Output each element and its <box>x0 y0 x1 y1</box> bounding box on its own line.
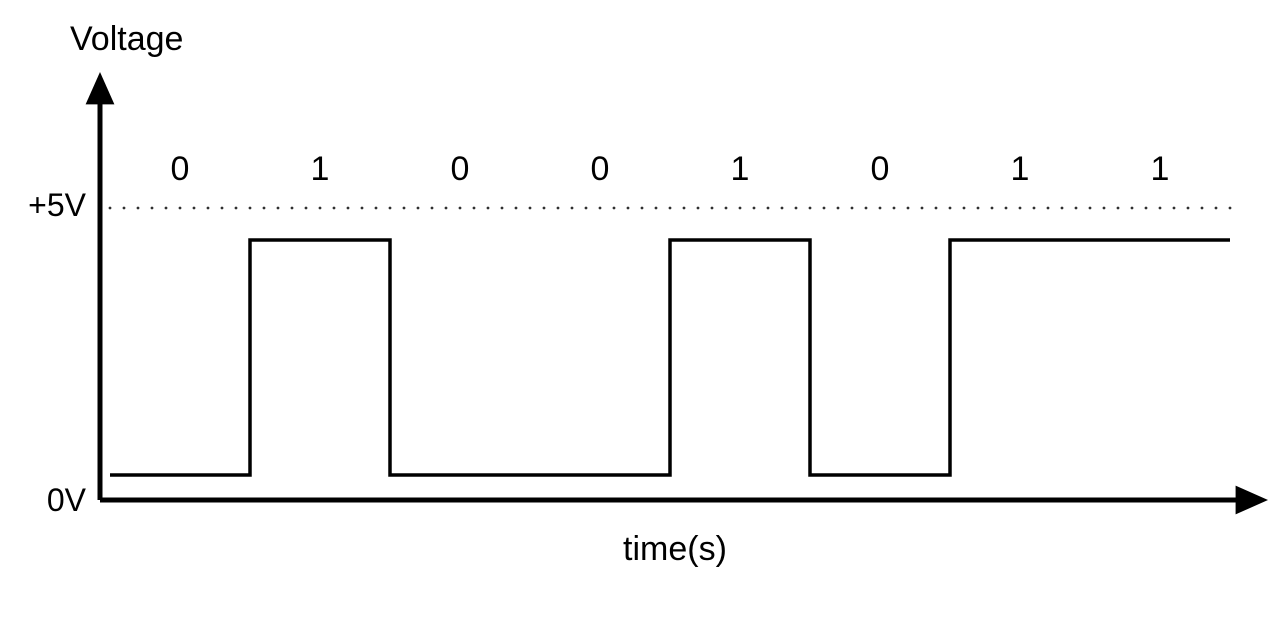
reference-dotted-line <box>109 207 1232 210</box>
bit-label: 1 <box>1011 150 1030 188</box>
bit-label: 1 <box>731 150 750 188</box>
y-axis-label: Voltage <box>70 20 183 58</box>
digital-signal-diagram: Voltage +5V 0V time(s) 0 1 0 0 1 0 1 1 <box>0 0 1279 618</box>
x-axis-label: time(s) <box>623 530 727 568</box>
bit-label: 1 <box>1151 150 1170 188</box>
y-tick-label: +5V <box>28 187 86 223</box>
bit-label: 1 <box>311 150 330 188</box>
bit-label: 0 <box>171 150 190 188</box>
bit-label: 0 <box>871 150 890 188</box>
bit-label: 0 <box>591 150 610 188</box>
y-tick-label: 0V <box>47 482 87 518</box>
bit-label: 0 <box>451 150 470 188</box>
